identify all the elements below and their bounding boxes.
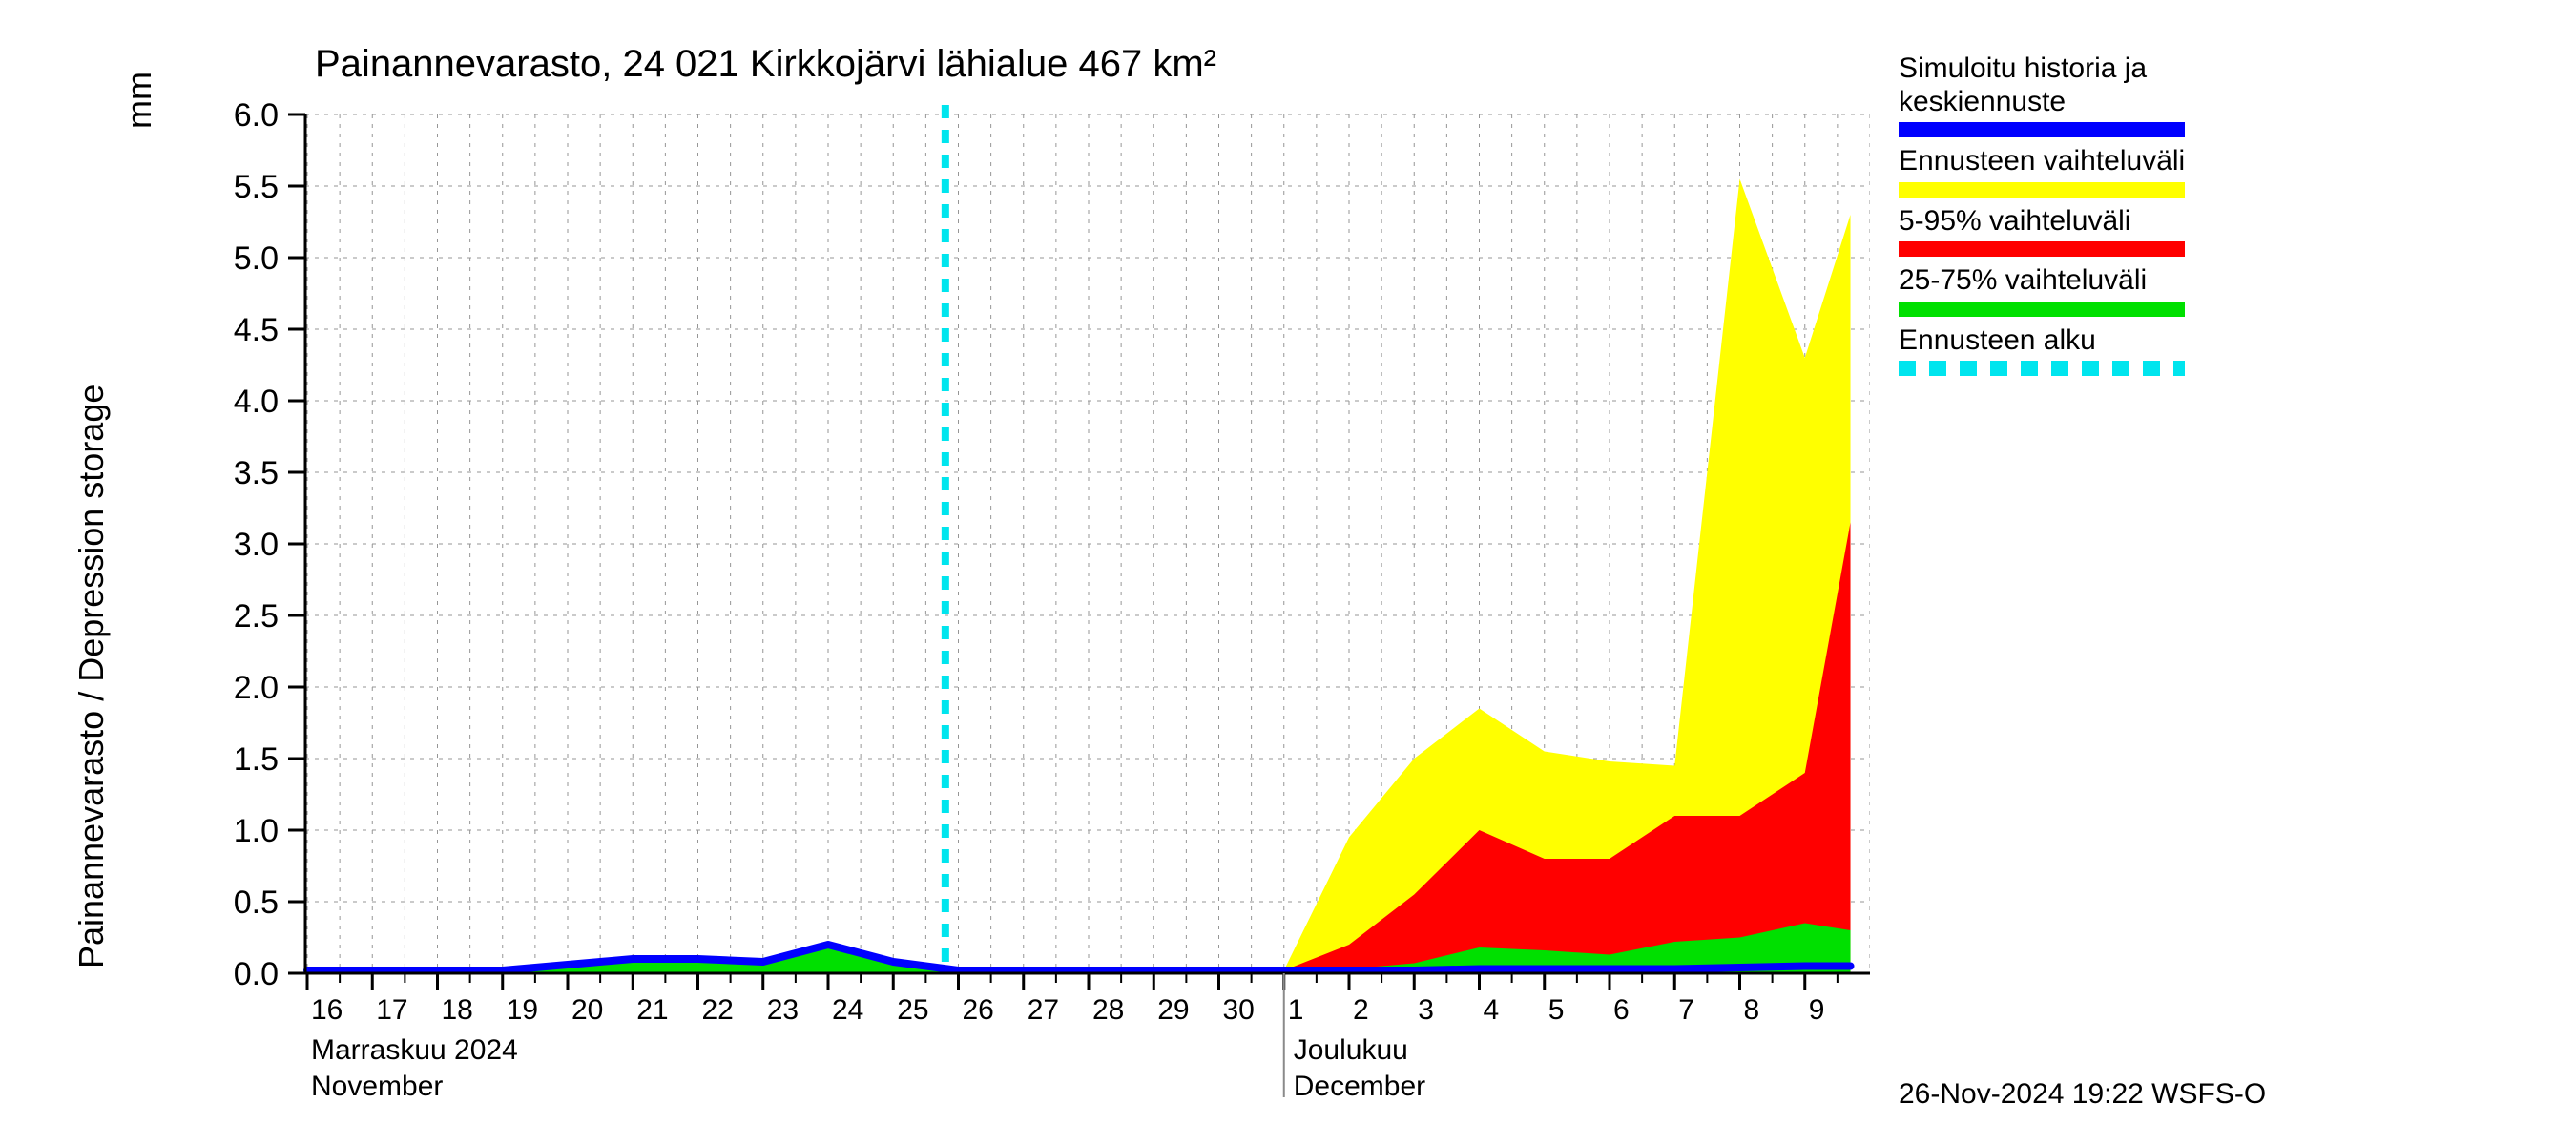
svg-text:4.0: 4.0 — [234, 384, 279, 420]
svg-text:18: 18 — [442, 994, 473, 1026]
svg-text:Marraskuu 2024: Marraskuu 2024 — [311, 1034, 518, 1066]
svg-text:26: 26 — [963, 994, 994, 1026]
svg-text:3: 3 — [1418, 994, 1434, 1026]
legend-swatch — [1899, 122, 2185, 137]
chart-svg: 0.0 0.5 1.0 1.5 2.0 2.5 3.0 3.5 4.0 4.5 5.0 5.5 6.0 1… — [0, 0, 2576, 1145]
svg-text:6: 6 — [1613, 994, 1630, 1026]
legend-swatch — [1899, 302, 2185, 317]
svg-text:3.5: 3.5 — [234, 455, 279, 491]
svg-text:9: 9 — [1809, 994, 1825, 1026]
legend-item: Simuloitu historia jakeskiennuste — [1899, 52, 2185, 137]
svg-text:Joulukuu: Joulukuu — [1294, 1034, 1408, 1066]
svg-text:16: 16 — [311, 994, 343, 1026]
legend-label: 5-95% vaihteluväli — [1899, 205, 2185, 239]
legend-item: Ennusteen alku — [1899, 324, 2185, 377]
svg-text:2.5: 2.5 — [234, 598, 279, 635]
svg-text:Painannevarasto, 24 021 Kirkko: Painannevarasto, 24 021 Kirkkojärvi lähi… — [315, 43, 1216, 85]
svg-text:0.0: 0.0 — [234, 956, 279, 992]
legend-swatch — [1899, 241, 2185, 257]
svg-text:28: 28 — [1092, 994, 1124, 1026]
legend-item: 25-75% vaihteluväli — [1899, 264, 2185, 317]
svg-text:3.0: 3.0 — [234, 527, 279, 563]
legend: Simuloitu historia jakeskiennuste Ennuste… — [1899, 52, 2185, 384]
legend-label: 25-75% vaihteluväli — [1899, 264, 2185, 298]
legend-label: keskiennuste — [1899, 86, 2185, 119]
legend-label: Ennusteen vaihteluväli — [1899, 145, 2185, 178]
svg-text:25: 25 — [897, 994, 928, 1026]
svg-text:4.5: 4.5 — [234, 312, 279, 348]
svg-text:7: 7 — [1678, 994, 1694, 1026]
svg-text:4: 4 — [1484, 994, 1500, 1026]
y-axis-label-main: Painannevarasto / Depression storage — [72, 385, 112, 968]
svg-text:8: 8 — [1744, 994, 1760, 1026]
timestamp-text: 26-Nov-2024 19:22 WSFS-O — [1899, 1078, 2266, 1111]
legend-item: Ennusteen vaihteluväli — [1899, 145, 2185, 198]
svg-text:1.0: 1.0 — [234, 813, 279, 849]
svg-text:1.5: 1.5 — [234, 741, 279, 778]
svg-text:November: November — [311, 1071, 443, 1102]
legend-label: Ennusteen alku — [1899, 324, 2185, 358]
svg-text:5.0: 5.0 — [234, 240, 279, 277]
svg-text:19: 19 — [507, 994, 538, 1026]
legend-swatch — [1899, 361, 2185, 376]
svg-text:2: 2 — [1353, 994, 1369, 1026]
svg-text:27: 27 — [1028, 994, 1059, 1026]
svg-text:6.0: 6.0 — [234, 97, 279, 134]
svg-text:0.5: 0.5 — [234, 885, 279, 921]
legend-swatch — [1899, 182, 2185, 198]
svg-text:23: 23 — [767, 994, 799, 1026]
legend-item: 5-95% vaihteluväli — [1899, 205, 2185, 258]
svg-text:24: 24 — [832, 994, 863, 1026]
svg-text:21: 21 — [636, 994, 668, 1026]
svg-text:17: 17 — [376, 994, 407, 1026]
svg-text:22: 22 — [702, 994, 734, 1026]
svg-text:December: December — [1294, 1071, 1425, 1102]
svg-text:30: 30 — [1223, 994, 1255, 1026]
chart-container: 0.0 0.5 1.0 1.5 2.0 2.5 3.0 3.5 4.0 4.5 5.0 5.5 6.0 1… — [0, 0, 2576, 1145]
y-axis-unit: mm — [119, 72, 159, 129]
svg-text:1: 1 — [1288, 994, 1304, 1026]
svg-text:20: 20 — [571, 994, 603, 1026]
svg-text:29: 29 — [1157, 994, 1189, 1026]
svg-text:5.5: 5.5 — [234, 169, 279, 205]
svg-text:2.0: 2.0 — [234, 670, 279, 706]
legend-label: Simuloitu historia ja — [1899, 52, 2185, 86]
svg-text:5: 5 — [1548, 994, 1565, 1026]
